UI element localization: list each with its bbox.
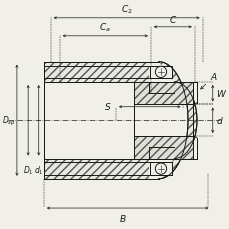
Text: $d_1$: $d_1$ [34, 163, 44, 176]
Bar [150, 163, 171, 175]
Text: d: d [215, 116, 221, 125]
Text: $D_{sp}$: $D_{sp}$ [2, 114, 16, 127]
Text: B: B [119, 214, 125, 223]
Polygon shape [150, 163, 171, 175]
Polygon shape [148, 148, 174, 159]
Circle shape [155, 163, 166, 174]
Text: W: W [215, 89, 224, 98]
Text: A: A [200, 73, 216, 90]
Text: $D_1$: $D_1$ [23, 163, 33, 176]
Polygon shape [150, 66, 171, 79]
Polygon shape [133, 83, 192, 105]
Bar [150, 66, 171, 79]
Polygon shape [44, 63, 148, 179]
Circle shape [155, 67, 166, 78]
Bar [150, 163, 171, 175]
Polygon shape [148, 83, 174, 94]
Bar [150, 66, 171, 79]
Text: C: C [169, 16, 175, 25]
Polygon shape [133, 136, 192, 159]
Polygon shape [158, 63, 196, 179]
Text: S: S [104, 103, 110, 112]
Text: $C_2$: $C_2$ [120, 3, 132, 16]
Text: $C_a$: $C_a$ [99, 22, 111, 34]
